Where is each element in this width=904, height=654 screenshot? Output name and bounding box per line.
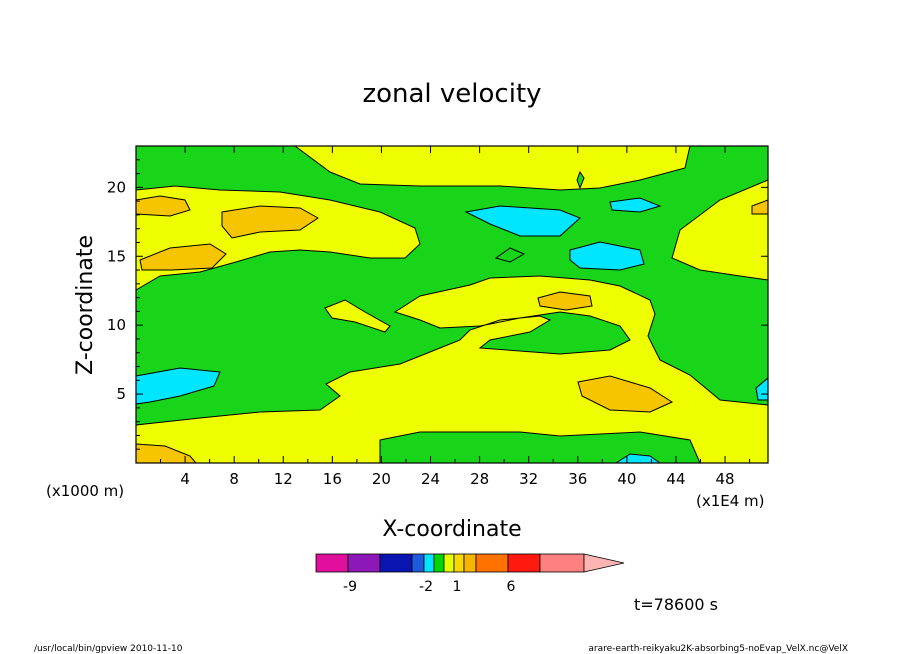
colorbar-segment <box>463 553 477 573</box>
colorbar-segment <box>315 553 349 573</box>
contour-orange-5 <box>577 375 674 413</box>
x-tick-label: 40 <box>617 470 636 488</box>
x-tick-label: 4 <box>180 470 190 488</box>
footer-right: arare-earth-reikyaku2K-absorbing5-noEvap… <box>588 644 848 654</box>
colorbar-segment <box>433 553 445 573</box>
contour-orange-4 <box>537 291 593 311</box>
x-axis-label: X-coordinate <box>382 517 521 542</box>
y-tick-label: 10 <box>107 316 126 334</box>
contour-yellow-top <box>293 145 691 191</box>
x-tick-label: 24 <box>421 470 440 488</box>
y-tick-label: 20 <box>107 178 126 196</box>
x-tick-label: 48 <box>716 470 735 488</box>
time-label: t=78600 s <box>634 595 718 614</box>
contour-cyan-1 <box>464 205 581 237</box>
contour-yellow-right-upper <box>671 179 769 281</box>
colorbar-label: -9 <box>343 579 357 595</box>
x-tick-label: 28 <box>470 470 489 488</box>
contour-orange-3 <box>139 243 227 271</box>
colorbar-segment <box>539 553 585 573</box>
x-tick-label: 44 <box>666 470 685 488</box>
x-tick-label: 32 <box>519 470 538 488</box>
y-axis-label: Z-coordinate <box>73 235 98 375</box>
colorbar-segment <box>475 553 509 573</box>
colorbar-arrow <box>583 553 625 573</box>
contour-yellow-islet <box>324 299 391 333</box>
colorbar-labels: -9 -2 1 6 <box>343 579 516 595</box>
x-tick-label: 16 <box>323 470 342 488</box>
x-axis: 4 8 12 16 20 24 28 32 36 40 44 48 <box>160 146 751 488</box>
contour-cyan-2 <box>609 197 662 213</box>
plot-frame <box>135 145 769 464</box>
contour-yellow-mid <box>135 275 769 464</box>
colorbar <box>315 553 625 573</box>
colorbar-segment <box>507 553 541 573</box>
colorbar-segment <box>379 553 413 573</box>
contour-cyan-4 <box>135 367 221 405</box>
y-axis: 5 10 15 20 <box>107 159 768 450</box>
x-tick-label: 36 <box>568 470 587 488</box>
x-tick-label: 12 <box>274 470 293 488</box>
colorbar-label: 6 <box>507 579 516 595</box>
colorbar-segment <box>443 553 455 573</box>
x-tick-label: 20 <box>372 470 391 488</box>
x-unit-right: (x1E4 m) <box>696 492 765 510</box>
colorbar-segment <box>423 553 435 573</box>
x-unit-left: (x1000 m) <box>46 482 124 500</box>
y-tick-label: 15 <box>107 247 126 265</box>
footer-left: /usr/local/bin/gpview 2010-11-10 <box>34 644 183 654</box>
x-tick-label: 8 <box>229 470 239 488</box>
contour-cyan-3 <box>569 241 645 271</box>
colorbar-segment <box>347 553 381 573</box>
colorbar-segment <box>453 553 465 573</box>
contour-green-speck-2 <box>494 247 526 263</box>
contour-fills <box>135 145 769 464</box>
contour-orange-2 <box>221 205 319 239</box>
plot-area <box>135 145 769 464</box>
colorbar-label: 1 <box>453 579 462 595</box>
colorbar-segment <box>411 553 425 573</box>
contour-green-speck-1 <box>576 170 585 190</box>
colorbar-label: -2 <box>419 579 433 595</box>
chart-title: zonal velocity <box>362 79 541 109</box>
y-tick-label: 5 <box>116 385 126 403</box>
